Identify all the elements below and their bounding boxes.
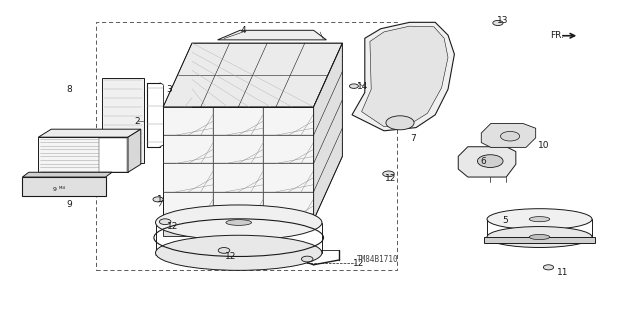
Text: 5: 5 bbox=[503, 216, 508, 225]
Text: 10: 10 bbox=[538, 141, 550, 150]
Text: 3: 3 bbox=[167, 85, 172, 94]
Text: 2: 2 bbox=[135, 117, 140, 126]
Circle shape bbox=[386, 116, 414, 130]
Text: TM84B1710: TM84B1710 bbox=[356, 256, 399, 264]
Circle shape bbox=[153, 197, 163, 202]
Text: 14: 14 bbox=[357, 82, 369, 91]
Polygon shape bbox=[218, 30, 326, 40]
Polygon shape bbox=[362, 26, 448, 127]
Text: 13: 13 bbox=[497, 16, 508, 25]
Ellipse shape bbox=[529, 234, 550, 240]
Text: 8: 8 bbox=[67, 85, 72, 94]
Text: 12: 12 bbox=[353, 259, 364, 268]
Polygon shape bbox=[102, 78, 144, 163]
Circle shape bbox=[218, 248, 230, 253]
Ellipse shape bbox=[156, 205, 322, 240]
Polygon shape bbox=[128, 129, 141, 172]
Text: 11: 11 bbox=[557, 268, 569, 277]
Polygon shape bbox=[22, 172, 112, 177]
Circle shape bbox=[493, 20, 503, 26]
Ellipse shape bbox=[487, 226, 592, 248]
Polygon shape bbox=[38, 137, 128, 172]
Text: 7: 7 bbox=[410, 134, 415, 143]
Text: FR.: FR. bbox=[550, 31, 564, 40]
Polygon shape bbox=[314, 43, 342, 220]
Circle shape bbox=[500, 131, 520, 141]
Polygon shape bbox=[38, 129, 141, 137]
Circle shape bbox=[477, 155, 503, 167]
Ellipse shape bbox=[226, 219, 252, 225]
Text: 1: 1 bbox=[157, 195, 163, 204]
Text: 6: 6 bbox=[481, 157, 486, 166]
FancyBboxPatch shape bbox=[484, 237, 595, 243]
Circle shape bbox=[349, 84, 358, 88]
Text: 9 ᴹᴽ: 9 ᴹᴽ bbox=[53, 187, 65, 192]
Circle shape bbox=[383, 171, 394, 177]
Text: 12: 12 bbox=[167, 222, 179, 231]
Polygon shape bbox=[163, 43, 342, 107]
Polygon shape bbox=[22, 177, 106, 196]
Text: 12: 12 bbox=[385, 174, 396, 183]
Circle shape bbox=[159, 219, 171, 225]
Polygon shape bbox=[458, 147, 516, 177]
Ellipse shape bbox=[487, 209, 592, 230]
Polygon shape bbox=[163, 226, 192, 236]
Text: 12: 12 bbox=[225, 252, 236, 261]
Polygon shape bbox=[352, 22, 454, 131]
Polygon shape bbox=[163, 107, 314, 220]
Text: 9: 9 bbox=[67, 200, 72, 209]
Polygon shape bbox=[99, 138, 127, 172]
Ellipse shape bbox=[156, 235, 322, 270]
Text: 4: 4 bbox=[241, 26, 246, 35]
Circle shape bbox=[543, 265, 554, 270]
Ellipse shape bbox=[529, 217, 550, 222]
Polygon shape bbox=[481, 123, 536, 147]
Bar bbox=[96, 22, 397, 270]
Circle shape bbox=[301, 256, 313, 262]
